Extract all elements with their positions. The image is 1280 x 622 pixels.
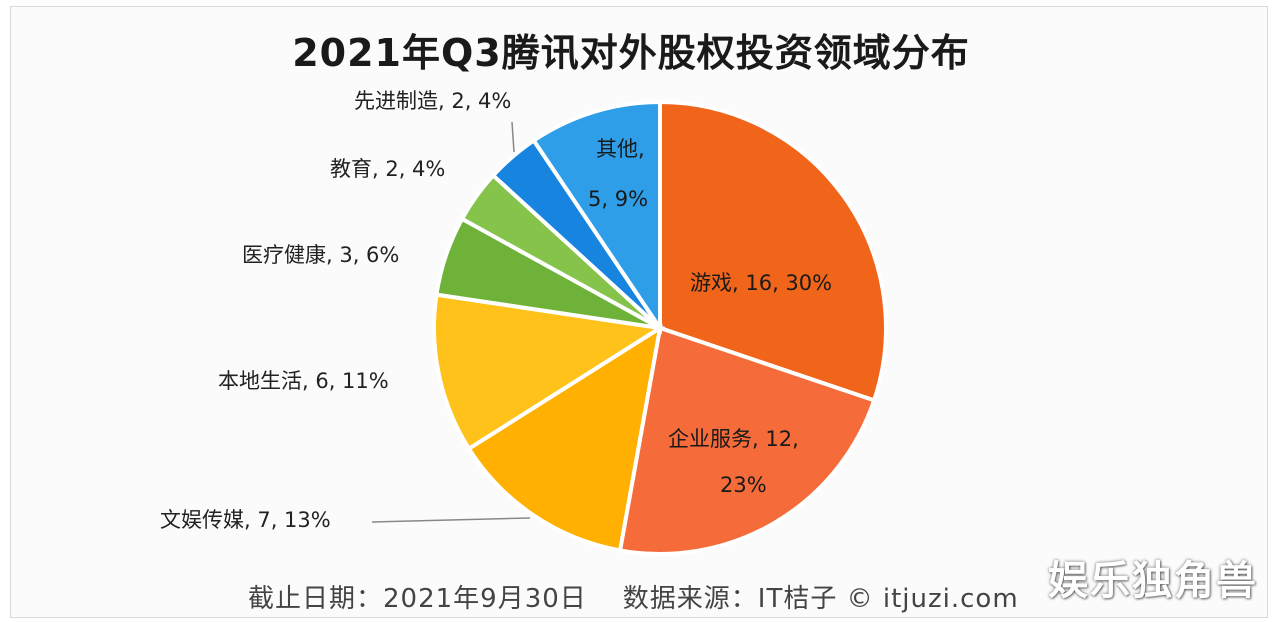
leader-line-manufacturing (511, 121, 515, 153)
label-enterprise-2: 23% (720, 473, 767, 497)
pie-slice-2 (466, 323, 663, 553)
pie-slice-3 (432, 292, 666, 452)
pie-slice-1 (617, 325, 877, 556)
pie-slice-7 (530, 99, 662, 335)
label-culture: 文娱传媒, 7, 13% (160, 508, 331, 532)
label-other-2: 5, 9% (588, 187, 648, 211)
label-education: 教育, 2, 4% (330, 157, 445, 181)
label-manufacturing: 先进制造, 2, 4% (354, 89, 511, 113)
watermark: 娱乐独角兽 (1048, 558, 1258, 604)
label-game: 游戏, 16, 30% (690, 271, 832, 295)
footer-date: 截止日期：2021年9月30日 (248, 584, 587, 614)
pie-slice-0 (658, 99, 888, 403)
label-local: 本地生活, 6, 11% (218, 369, 389, 393)
leader-line-culture (371, 517, 531, 523)
chart-title: 2021年Q3腾讯对外股权投资领域分布 (292, 31, 970, 75)
chart-footer: 截止日期：2021年9月30日 数据来源：IT桔子 © itjuzi.com (248, 578, 1019, 615)
label-other-1: 其他, (596, 137, 645, 161)
label-medical: 医疗健康, 3, 6% (242, 243, 399, 267)
label-enterprise-1: 企业服务, 12, (668, 427, 799, 451)
footer-source: 数据来源：IT桔子 © itjuzi.com (622, 584, 1019, 614)
